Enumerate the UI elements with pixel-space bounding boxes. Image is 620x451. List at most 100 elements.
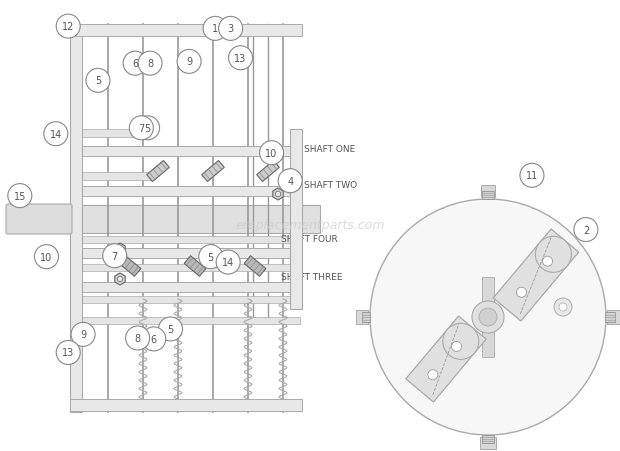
Circle shape bbox=[126, 326, 149, 350]
Text: 6: 6 bbox=[151, 334, 157, 344]
Text: 8: 8 bbox=[135, 333, 141, 343]
Circle shape bbox=[278, 169, 302, 193]
Bar bbox=[70, 318, 300, 324]
Circle shape bbox=[44, 122, 68, 147]
Circle shape bbox=[199, 245, 223, 269]
Bar bbox=[70, 187, 300, 197]
Circle shape bbox=[428, 370, 438, 380]
Text: 14: 14 bbox=[222, 258, 234, 267]
Bar bbox=[70, 282, 300, 292]
Text: 13: 13 bbox=[62, 348, 74, 358]
Text: SHAFT FOUR: SHAFT FOUR bbox=[281, 235, 338, 244]
Polygon shape bbox=[273, 189, 283, 201]
Text: 11: 11 bbox=[526, 171, 538, 181]
Text: 12: 12 bbox=[62, 22, 74, 32]
Circle shape bbox=[35, 245, 58, 269]
Text: 6: 6 bbox=[132, 59, 138, 69]
Polygon shape bbox=[147, 161, 169, 182]
Circle shape bbox=[136, 116, 159, 141]
Text: 5: 5 bbox=[144, 124, 151, 133]
Bar bbox=[70, 399, 302, 411]
Circle shape bbox=[86, 69, 110, 93]
Circle shape bbox=[219, 17, 242, 41]
Circle shape bbox=[554, 299, 572, 316]
Text: 9: 9 bbox=[80, 330, 86, 340]
Bar bbox=[482, 435, 494, 443]
Bar bbox=[70, 236, 300, 244]
Circle shape bbox=[479, 308, 497, 326]
Circle shape bbox=[443, 324, 479, 359]
Circle shape bbox=[520, 164, 544, 188]
Bar bbox=[607, 310, 620, 324]
Polygon shape bbox=[115, 273, 125, 285]
Bar bbox=[70, 147, 300, 156]
Circle shape bbox=[71, 322, 95, 347]
Circle shape bbox=[56, 15, 80, 39]
Bar bbox=[70, 296, 300, 304]
Bar bbox=[481, 186, 495, 198]
Circle shape bbox=[542, 257, 552, 267]
Circle shape bbox=[159, 317, 182, 341]
Text: 14: 14 bbox=[50, 129, 62, 139]
Text: 5: 5 bbox=[95, 76, 101, 86]
Circle shape bbox=[8, 184, 32, 208]
Polygon shape bbox=[202, 161, 224, 182]
Circle shape bbox=[260, 141, 283, 166]
Circle shape bbox=[535, 237, 572, 273]
Circle shape bbox=[472, 301, 504, 333]
Bar bbox=[362, 312, 370, 322]
Circle shape bbox=[117, 247, 123, 252]
Bar bbox=[605, 312, 615, 322]
Text: 3: 3 bbox=[228, 24, 234, 34]
Circle shape bbox=[177, 50, 201, 74]
Circle shape bbox=[123, 52, 147, 76]
Circle shape bbox=[275, 152, 281, 157]
Circle shape bbox=[138, 52, 162, 76]
Circle shape bbox=[130, 116, 153, 141]
Polygon shape bbox=[273, 149, 283, 161]
Text: 7: 7 bbox=[112, 251, 118, 261]
Circle shape bbox=[370, 199, 606, 435]
Circle shape bbox=[117, 276, 123, 282]
Circle shape bbox=[516, 288, 526, 298]
Circle shape bbox=[203, 17, 227, 41]
Polygon shape bbox=[184, 256, 206, 276]
Circle shape bbox=[229, 46, 252, 71]
Bar bbox=[70, 130, 150, 138]
Polygon shape bbox=[119, 256, 141, 276]
Bar bbox=[356, 310, 368, 324]
Circle shape bbox=[574, 218, 598, 242]
Circle shape bbox=[275, 192, 281, 197]
Polygon shape bbox=[115, 244, 125, 255]
Polygon shape bbox=[244, 256, 266, 276]
Polygon shape bbox=[406, 316, 486, 402]
Text: 5: 5 bbox=[167, 324, 174, 334]
Circle shape bbox=[103, 244, 126, 268]
Polygon shape bbox=[494, 230, 578, 321]
Text: 13: 13 bbox=[234, 54, 247, 64]
Bar bbox=[70, 25, 302, 37]
Bar bbox=[290, 130, 302, 309]
Text: ereplacementparts.com: ereplacementparts.com bbox=[235, 219, 385, 232]
Text: 8: 8 bbox=[147, 59, 153, 69]
Text: 1: 1 bbox=[212, 24, 218, 34]
Bar bbox=[70, 249, 300, 258]
Bar bbox=[70, 28, 82, 412]
Polygon shape bbox=[257, 161, 280, 182]
Text: 10: 10 bbox=[40, 252, 53, 262]
Circle shape bbox=[559, 304, 567, 311]
Text: 15: 15 bbox=[14, 191, 26, 201]
Circle shape bbox=[451, 342, 461, 352]
Text: SHAFT TWO: SHAFT TWO bbox=[304, 180, 357, 189]
Bar bbox=[10, 206, 320, 234]
Text: 9: 9 bbox=[186, 57, 192, 67]
Text: 7: 7 bbox=[138, 124, 144, 133]
Circle shape bbox=[56, 341, 80, 365]
Text: 4: 4 bbox=[287, 176, 293, 186]
Text: SHAFT ONE: SHAFT ONE bbox=[304, 144, 355, 153]
Text: 5: 5 bbox=[208, 252, 214, 262]
Bar bbox=[480, 437, 496, 449]
Text: 10: 10 bbox=[265, 148, 278, 158]
FancyBboxPatch shape bbox=[6, 205, 72, 235]
Circle shape bbox=[142, 327, 166, 351]
